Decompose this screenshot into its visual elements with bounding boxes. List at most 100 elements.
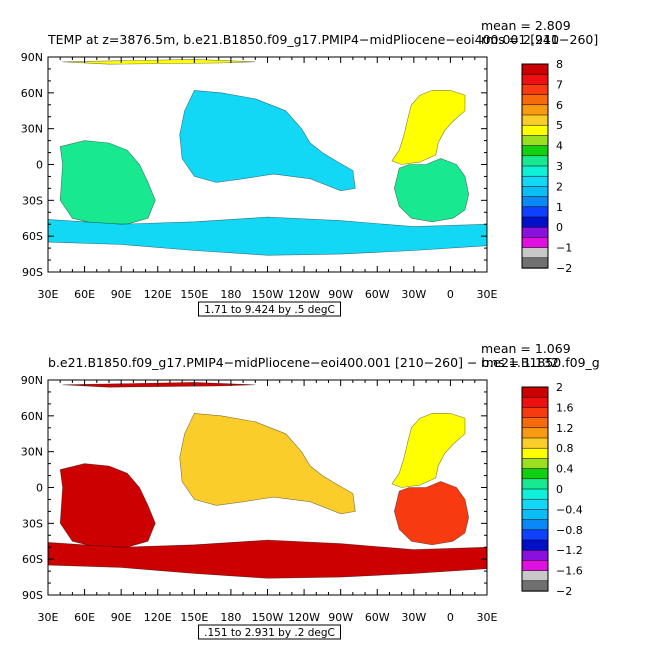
x-tick-label: 150E xyxy=(180,611,208,624)
mean-label: mean = 1.069 xyxy=(481,341,571,356)
x-tick-label: 60W xyxy=(365,611,390,624)
colorbar-label: 7 xyxy=(556,78,563,91)
contour-info-box xyxy=(198,301,341,317)
colorbar-swatch xyxy=(521,468,549,480)
y-tick-label: 0 xyxy=(36,159,43,172)
colorbar-swatch xyxy=(521,186,549,198)
colorbar-swatch xyxy=(521,498,549,511)
x-tick-label: 0 xyxy=(447,288,454,301)
x-tick-label: 90W xyxy=(328,288,353,301)
colorbar-swatch xyxy=(521,580,549,592)
colorbar-swatch xyxy=(521,427,549,439)
colorbar-swatch xyxy=(521,175,549,188)
colorbar-swatch xyxy=(521,458,549,470)
y-tick-label: 60S xyxy=(22,553,43,566)
colorbar-label: −2 xyxy=(556,262,572,275)
x-tick-label: 120E xyxy=(144,611,172,624)
region-atlantic_north xyxy=(391,90,466,165)
colorbar-frame xyxy=(521,386,549,592)
x-tick-label: 30E xyxy=(38,611,59,624)
colorbar-label: 8 xyxy=(556,58,563,71)
x-tick-label: 120W xyxy=(288,611,320,624)
x-tick-label: 60W xyxy=(365,288,390,301)
x-tick-label: 150W xyxy=(252,611,284,624)
y-tick-label: 30N xyxy=(21,123,43,136)
x-tick-label: 60E xyxy=(74,288,95,301)
colorbar-label: −0.8 xyxy=(556,524,583,537)
region-atlantic_north xyxy=(391,413,466,488)
colorbar-swatch xyxy=(521,478,549,490)
region-atlantic_south xyxy=(393,158,470,223)
colorbar-swatch xyxy=(521,437,549,449)
y-tick-label: 30S xyxy=(22,194,43,207)
colorbar-swatch xyxy=(521,206,549,218)
rms-label: rms = 2.941 xyxy=(481,32,559,47)
colorbar-label: 0.4 xyxy=(556,463,574,476)
field-layer xyxy=(48,382,487,579)
colorbar-label: 6 xyxy=(556,99,563,112)
colorbar-swatch xyxy=(521,63,549,75)
region-southern_ocean xyxy=(48,216,487,256)
rms-label: rms = 1.132 xyxy=(481,355,559,370)
colorbar-swatch xyxy=(521,570,549,582)
x-tick-label: 120W xyxy=(288,288,320,301)
y-tick-label: 90S xyxy=(22,589,43,602)
x-tick-label: 30E xyxy=(38,288,59,301)
x-tick-label: 150W xyxy=(252,288,284,301)
colorbar-swatch xyxy=(521,549,549,562)
region-southern_ocean xyxy=(48,539,487,579)
colorbar-swatch xyxy=(521,417,549,429)
region-pacific xyxy=(179,413,356,515)
colorbar-label: 5 xyxy=(556,119,563,132)
colorbar-label: 4 xyxy=(556,140,563,153)
region-indian xyxy=(59,463,156,548)
colorbar-swatch xyxy=(521,94,549,106)
colorbar-label: 2 xyxy=(556,381,563,394)
x-tick-label: 90E xyxy=(111,288,132,301)
temperature-map-panel: TEMP at z=3876.5m, b.e21.B1850.f09_g17.P… xyxy=(0,0,647,323)
y-tick-label: 90N xyxy=(21,51,43,64)
colorbar-swatch xyxy=(521,237,549,249)
x-tick-label: 30E xyxy=(477,288,498,301)
colorbar-label: −1.2 xyxy=(556,544,583,557)
region-atlantic_south xyxy=(393,481,470,546)
difference-map-panel: b.e21.B1850.f09_g17.PMIP4−midPliocene−eo… xyxy=(0,323,647,646)
region-indian xyxy=(59,140,156,225)
colorbar-swatch xyxy=(521,226,549,239)
colorbar-label: −0.4 xyxy=(556,503,583,516)
region-pacific xyxy=(179,90,356,192)
colorbar-swatch xyxy=(521,539,549,551)
contour-info: 1.71 to 9.424 by .5 degC xyxy=(204,304,335,316)
x-tick-label: 90E xyxy=(111,611,132,624)
colorbar-label: −2 xyxy=(556,585,572,598)
colorbar-swatch xyxy=(521,124,549,137)
colorbar-frame xyxy=(521,63,549,269)
colorbar-label: 1 xyxy=(556,201,563,214)
difference-map-svg: b.e21.B1850.f09_g17.PMIP4−midPliocene−eo… xyxy=(21,341,600,640)
y-tick-label: 90S xyxy=(22,266,43,279)
colorbar-label: 1.2 xyxy=(556,422,574,435)
y-tick-label: 60S xyxy=(22,230,43,243)
colorbar-swatch xyxy=(521,529,549,541)
colorbar-label: −1.6 xyxy=(556,565,583,578)
colorbar-swatch xyxy=(521,216,549,228)
temperature-map-svg: TEMP at z=3876.5m, b.e21.B1850.f09_g17.P… xyxy=(21,18,598,317)
colorbar-swatch xyxy=(521,519,549,531)
y-tick-label: 30N xyxy=(21,446,43,459)
y-tick-label: 30S xyxy=(22,517,43,530)
x-tick-label: 30E xyxy=(477,611,498,624)
x-tick-label: 60E xyxy=(74,611,95,624)
colorbar-swatch xyxy=(521,114,549,126)
colorbar-swatch xyxy=(521,165,549,177)
region-arctic xyxy=(62,59,256,65)
colorbar-swatch xyxy=(521,135,549,147)
colorbar-label: 2 xyxy=(556,180,563,193)
mean-label: mean = 2.809 xyxy=(481,18,571,33)
x-tick-label: 150E xyxy=(180,288,208,301)
y-tick-label: 60N xyxy=(21,87,43,100)
x-tick-label: 30W xyxy=(401,611,426,624)
x-tick-label: 30W xyxy=(401,288,426,301)
colorbar-swatch xyxy=(521,407,549,419)
colorbar-swatch xyxy=(521,509,549,521)
colorbar-swatch xyxy=(521,84,549,96)
